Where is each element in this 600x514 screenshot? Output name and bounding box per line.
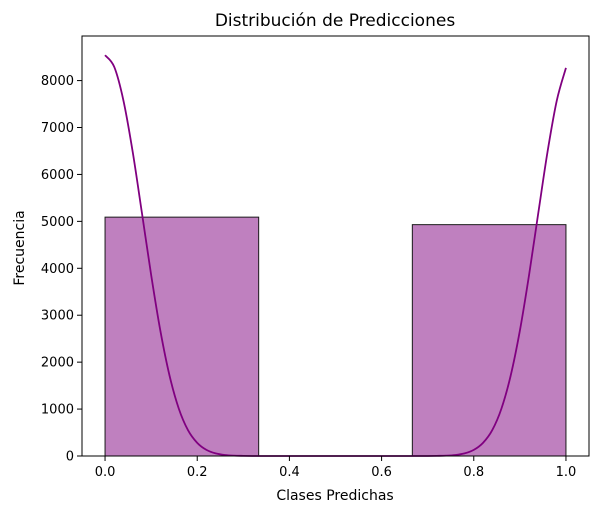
x-axis-ticks: 0.0 0.2 0.4 0.6 0.8 1.0 xyxy=(95,456,577,480)
histogram-bar-0 xyxy=(104,216,260,457)
x-tick-label: 0.8 xyxy=(463,465,484,480)
y-tick-label: 1000 xyxy=(41,403,74,418)
x-tick-label: 0.0 xyxy=(95,465,116,480)
x-tick-label: 0.4 xyxy=(279,465,300,480)
x-tick-label: 0.2 xyxy=(187,465,208,480)
chart-title: Distribución de Predicciones xyxy=(215,11,456,31)
y-axis-label: Frecuencia xyxy=(12,210,28,285)
y-tick-label: 2000 xyxy=(41,356,74,371)
histogram-bar-2 xyxy=(411,224,567,457)
y-tick-label: 5000 xyxy=(41,215,74,230)
y-tick-label: 0 xyxy=(66,450,74,465)
x-axis-label: Clases Predichas xyxy=(276,488,393,504)
y-tick-label: 6000 xyxy=(41,168,74,183)
plot-area-frame xyxy=(81,35,590,457)
y-tick-label: 4000 xyxy=(41,262,74,277)
bars-layer xyxy=(104,216,567,457)
y-tick-label: 3000 xyxy=(41,309,74,324)
y-tick-label: 7000 xyxy=(41,121,74,136)
x-tick-label: 0.6 xyxy=(371,465,392,480)
x-tick-label: 1.0 xyxy=(556,465,577,480)
y-tick-label: 8000 xyxy=(41,74,74,89)
y-axis-ticks: 0 1000 2000 3000 4000 5000 6000 7000 8000 xyxy=(41,74,82,465)
